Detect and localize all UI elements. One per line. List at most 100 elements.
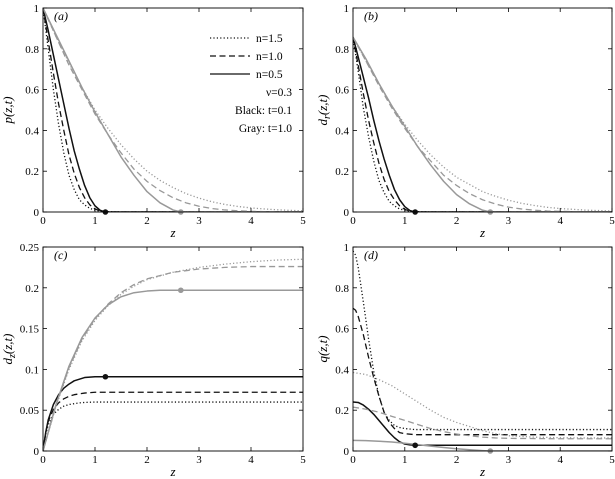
panel-tag: (a): [54, 9, 68, 23]
y-axis-label: dr(z,t): [315, 95, 333, 126]
axes-frame: [352, 246, 613, 452]
x-tick-label: 3: [506, 215, 512, 227]
x-axis-label: z: [169, 225, 175, 240]
x-tick-label: 5: [300, 454, 306, 466]
legend-note: ν=0.3: [266, 87, 292, 99]
panel-tag: (c): [54, 248, 67, 262]
series-line-black-dotted: [353, 37, 612, 212]
y-tick-label: 0.6: [25, 85, 39, 97]
series-line-black-solid: [43, 8, 303, 212]
x-tick-label: 5: [609, 454, 615, 466]
panel-a: 0 1 2 3 4 5 0 0.2 0.4 0.6 0.8 1 z p(z,t) (a): [0, 3, 306, 240]
y-tick-label: 0.15: [20, 324, 40, 336]
x-tick-label: 2: [454, 454, 460, 466]
axes-frame: [42, 7, 304, 213]
y-tick-label: 0.4: [25, 125, 39, 137]
legend-label: n=1.0: [256, 51, 283, 63]
x-tick-label: 0: [350, 215, 356, 227]
y-tick-label: 0.4: [335, 364, 349, 376]
legend-label: n=0.5: [256, 69, 283, 81]
y-tick-label: 0.2: [335, 405, 349, 417]
series-line-gray-dotted: [353, 36, 612, 212]
x-tick-label: 1: [402, 215, 408, 227]
x-tick-label: 4: [557, 215, 563, 227]
y-axis-label: p(z,t): [0, 96, 15, 124]
series-line-black-dotted: [43, 401, 303, 451]
x-tick-label: 3: [196, 454, 202, 466]
y-tick-label: 0.2: [25, 166, 39, 178]
series-line-black-dashed: [43, 391, 303, 451]
series-line-gray-solid: [353, 36, 612, 212]
y-tick-label: 0.6: [335, 324, 349, 336]
y-tick-label: 0.25: [20, 242, 40, 254]
series-line-black-dashed: [353, 37, 612, 212]
series-line-black-solid: [353, 401, 612, 447]
y-tick-label: 0: [344, 446, 350, 458]
y-tick-label: 0: [34, 446, 40, 458]
x-tick-label: 2: [454, 215, 460, 227]
x-tick-label: 0: [40, 215, 46, 227]
series-line-black-solid: [43, 375, 303, 451]
series-line-gray-dashed: [353, 36, 612, 212]
series-line-gray-solid: [353, 439, 612, 451]
x-tick-label: 5: [609, 215, 615, 227]
series-line-black-dotted: [353, 250, 612, 431]
y-tick-label: 1: [34, 3, 40, 15]
y-tick-label: 0.4: [335, 125, 349, 137]
y-tick-label: 0: [344, 207, 350, 219]
y-tick-label: 0: [34, 207, 40, 219]
x-axis-label: z: [479, 225, 485, 240]
series-line-gray-dotted: [43, 258, 303, 451]
panel-tag: (d): [364, 248, 378, 262]
axes-frame: [42, 246, 304, 452]
legend-note: Gray: t=1.0: [239, 123, 292, 135]
series-line-gray-dotted: [353, 371, 612, 439]
y-tick-label: 0.8: [335, 283, 349, 295]
x-tick-label: 4: [248, 454, 254, 466]
y-tick-label: 0.1: [25, 364, 39, 376]
x-tick-label: 0: [40, 454, 46, 466]
x-tick-label: 3: [196, 215, 202, 227]
series-line-black-dashed: [43, 8, 303, 212]
x-tick-label: 1: [92, 454, 98, 466]
panel-c: 0 1 2 3 4 5 0 0.05 0.1 0.15 0.2 0.25 z dz(z,t) (c): [0, 242, 306, 479]
y-tick-label: 0.2: [335, 166, 349, 178]
y-tick-label: 0.2: [25, 283, 39, 295]
panel-d: 0 1 2 3 4 5 0 0.2 0.4 0.6 0.8 1 z q(z,t) (d): [315, 242, 615, 479]
legend-note: Black: t=0.1: [235, 105, 292, 117]
legend: n=1.5 n=1.0 n=0.5 ν=0.3 Black: t=0.1 Gray: t=…: [210, 33, 292, 135]
x-tick-label: 2: [144, 454, 150, 466]
panel-b: 0 1 2 3 4 5 0 0.2 0.4 0.6 0.8 1 z dr(z,t) (b): [315, 3, 615, 240]
marker-black: [412, 442, 418, 449]
series-line-gray-solid: [43, 289, 303, 451]
y-tick-label: 0.6: [335, 85, 349, 97]
series-line-gray-solid: [43, 8, 303, 212]
series-line-gray-dashed: [353, 406, 612, 440]
y-tick-label: 0.8: [335, 44, 349, 56]
x-tick-label: 1: [402, 454, 408, 466]
y-tick-label: 1: [344, 242, 350, 254]
y-tick-label: 0.05: [20, 405, 40, 417]
x-axis-label: z: [169, 464, 175, 479]
series-line-black-solid: [353, 36, 612, 212]
series-line-gray-dashed: [43, 265, 303, 451]
y-axis-label: q(z,t): [315, 335, 330, 362]
x-axis-label: z: [479, 464, 485, 479]
x-tick-label: 3: [506, 454, 512, 466]
legend-label: n=1.5: [256, 33, 283, 45]
y-axis-label: dz(z,t): [0, 334, 18, 365]
x-tick-label: 4: [557, 454, 563, 466]
x-tick-label: 0: [350, 454, 356, 466]
marker-gray: [178, 287, 184, 294]
x-tick-label: 5: [300, 215, 306, 227]
x-tick-label: 2: [144, 215, 150, 227]
x-tick-label: 1: [92, 215, 98, 227]
y-tick-label: 1: [344, 3, 350, 15]
axes-frame: [352, 7, 613, 213]
marker-black: [102, 373, 109, 380]
y-tick-label: 0.8: [25, 44, 39, 56]
series-line-gray-dashed: [43, 8, 303, 212]
x-tick-label: 4: [248, 215, 254, 227]
panel-tag: (b): [364, 9, 378, 23]
